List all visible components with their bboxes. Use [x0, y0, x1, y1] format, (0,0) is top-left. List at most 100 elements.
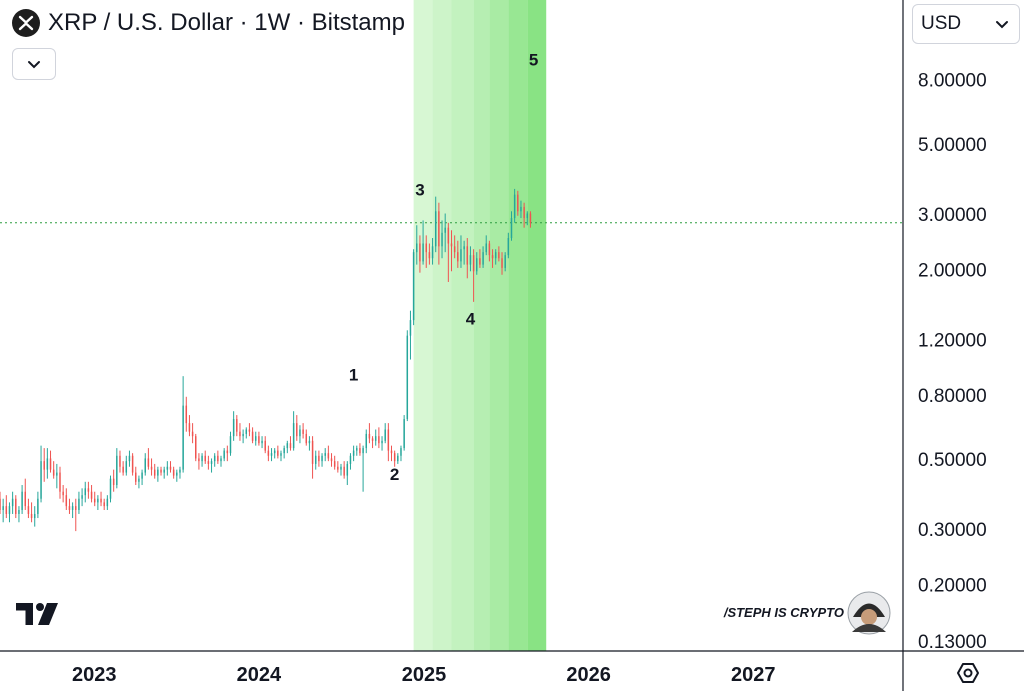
candle-body: [144, 458, 146, 473]
wave-label-1: 1: [349, 366, 358, 385]
candle-body: [239, 431, 241, 437]
fib-time-band: [527, 0, 547, 651]
candle: [463, 240, 465, 265]
candle: [457, 240, 459, 268]
wave-label-2: 2: [390, 465, 399, 484]
candle: [517, 190, 519, 216]
candle: [248, 423, 251, 437]
candle-body: [466, 246, 469, 265]
candle-body: [90, 491, 93, 499]
candle: [359, 443, 361, 456]
candle: [258, 431, 260, 446]
candle-body: [258, 436, 260, 444]
candle-body: [472, 255, 475, 272]
candle-body: [217, 455, 219, 462]
candle-body: [8, 506, 11, 514]
candle: [311, 436, 314, 479]
price-tick-label: 5.00000: [918, 135, 987, 156]
candle-body: [93, 498, 96, 503]
candle: [378, 427, 380, 449]
candle: [333, 455, 336, 470]
candle-body: [169, 466, 172, 470]
candle: [400, 445, 402, 462]
candle-body: [232, 419, 235, 437]
candle-body: [305, 433, 308, 444]
candle: [362, 445, 364, 492]
candle: [491, 249, 494, 268]
candle-body: [517, 194, 519, 212]
candle: [488, 240, 491, 262]
candle: [204, 450, 206, 464]
candle-body: [330, 458, 333, 462]
candle: [469, 246, 472, 272]
candle: [144, 453, 146, 476]
candle: [346, 461, 349, 486]
watermark-text: /STEPH IS CRYPTO: [723, 605, 844, 620]
candle-body: [62, 491, 64, 496]
candle-body: [340, 466, 342, 470]
time-tick-label: 2026: [566, 664, 611, 686]
chevron-down-icon: [996, 20, 1008, 28]
candle: [18, 506, 20, 523]
candle: [52, 461, 55, 479]
xrp-logo-icon: [12, 9, 40, 37]
candle: [46, 448, 49, 479]
candle: [507, 232, 510, 259]
candle-body: [125, 461, 128, 473]
candle-body: [172, 469, 175, 476]
candle-body: [135, 472, 137, 482]
candle: [292, 411, 295, 451]
candle: [195, 433, 197, 462]
candle-body: [479, 258, 481, 265]
candle-body: [381, 440, 383, 444]
candle-body: [488, 243, 491, 256]
candle: [81, 488, 83, 507]
candle: [223, 448, 225, 462]
candle-body: [267, 450, 270, 456]
candle: [472, 249, 475, 302]
candle-body: [141, 472, 143, 479]
candle: [109, 475, 112, 503]
candle-body: [504, 255, 506, 268]
candle: [476, 252, 478, 275]
candle-body: [213, 455, 216, 462]
candle-body: [425, 243, 427, 253]
candle-body: [27, 506, 30, 514]
candle: [210, 458, 213, 473]
candle: [2, 498, 4, 523]
candle: [135, 466, 137, 486]
candle: [529, 211, 532, 228]
candle-body: [359, 448, 361, 454]
time-tick-label: 2024: [237, 664, 282, 686]
candle-body: [397, 455, 399, 462]
candle: [106, 495, 109, 510]
candle-body: [302, 429, 304, 434]
candle: [270, 448, 273, 462]
candle-body: [251, 431, 254, 441]
candle-body: [453, 246, 456, 253]
candle-body: [97, 498, 99, 503]
candle-body: [153, 469, 156, 476]
price-tick-label: 3.00000: [918, 205, 987, 226]
candle: [416, 225, 418, 265]
candle: [65, 488, 68, 510]
collapse-legend-button[interactable]: [12, 48, 56, 80]
candle-body: [292, 423, 295, 449]
candle: [75, 498, 77, 532]
currency-select[interactable]: USD: [912, 4, 1020, 44]
candle: [397, 453, 399, 464]
candle: [242, 429, 244, 444]
candle: [501, 252, 503, 275]
candle: [504, 252, 506, 272]
candle-body: [469, 255, 472, 265]
candle: [229, 431, 232, 456]
candle: [412, 249, 415, 326]
candle-body: [444, 227, 446, 233]
candle: [185, 396, 188, 432]
candle: [138, 475, 140, 489]
candle-body: [71, 506, 74, 510]
candle-body: [21, 491, 23, 510]
candle: [49, 450, 52, 473]
settings-hexagon-icon[interactable]: [957, 663, 979, 683]
